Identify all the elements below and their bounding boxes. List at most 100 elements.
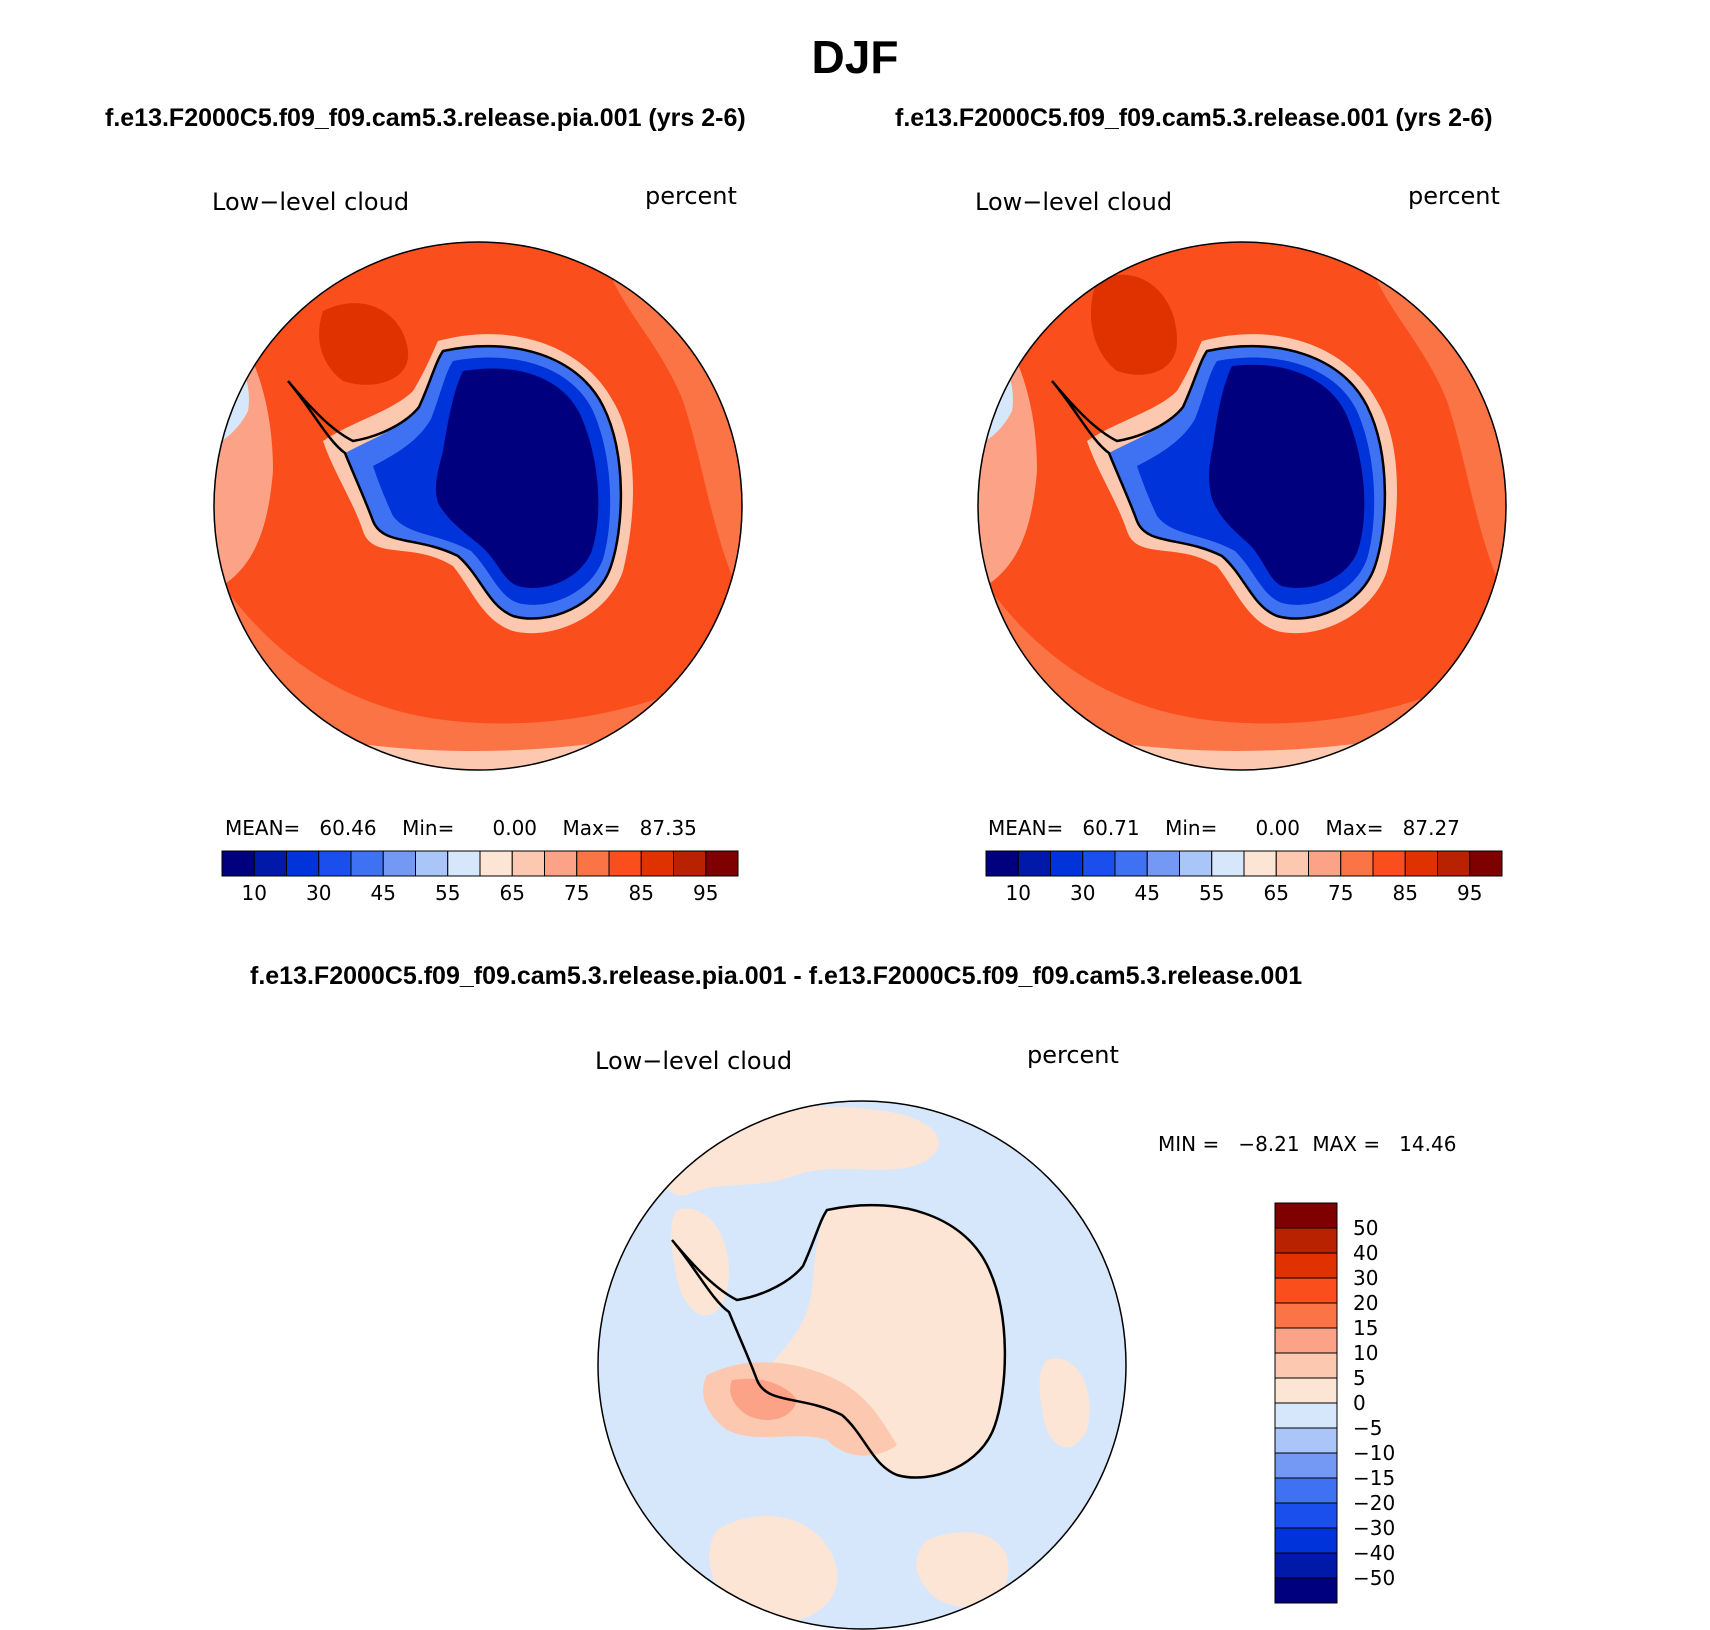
diff-units-label: percent bbox=[1027, 1041, 1119, 1069]
min-label: MIN = bbox=[1158, 1132, 1220, 1156]
panel-2-polar-map bbox=[977, 241, 1507, 771]
map-boundary bbox=[977, 241, 1507, 771]
diff-colorbar-tick-label-3: 20 bbox=[1353, 1291, 1378, 1315]
diff-positive-right bbox=[1039, 1358, 1090, 1448]
panel-2-colorbar: 10 30 45 55 65 75 85 95 bbox=[985, 850, 1503, 905]
diff-colorbar-swatch-8 bbox=[1274, 1402, 1338, 1429]
diff-colorbar-tick-label-1: 40 bbox=[1353, 1241, 1378, 1265]
panel-2-colorbar-swatch-6 bbox=[1179, 850, 1213, 877]
panel-2-colorbar-swatch-7 bbox=[1211, 850, 1245, 877]
max-value: 14.46 bbox=[1399, 1132, 1457, 1156]
panel-1-units-label: percent bbox=[645, 182, 737, 210]
diff-positive-antarctica bbox=[757, 1205, 1005, 1478]
diff-colorbar-swatch-4 bbox=[1274, 1302, 1338, 1329]
ocean-high-patch bbox=[1090, 274, 1177, 375]
panel-1-colorbar-swatch-10 bbox=[544, 850, 578, 877]
panel-1-colorbar-swatch-2 bbox=[286, 850, 320, 877]
map-boundary bbox=[213, 241, 743, 771]
panel-1-colorbar-tick-label-4: 65 bbox=[500, 881, 525, 905]
antarctica-interior bbox=[435, 368, 599, 588]
diff-colorbar-tick-label-14: −50 bbox=[1353, 1566, 1395, 1590]
diff-stats: MIN = −8.21 MAX = 14.46 bbox=[1158, 1132, 1456, 1156]
panel-1-colorbar-tick-label-3: 55 bbox=[435, 881, 460, 905]
ocean-band-outer bbox=[214, 571, 742, 770]
panel-2-colorbar-tick-label-4: 65 bbox=[1264, 881, 1289, 905]
panel-1-colorbar-swatch-15 bbox=[705, 850, 739, 877]
diff-colorbar-swatch-9 bbox=[1274, 1427, 1338, 1454]
mean-value: 60.46 bbox=[319, 816, 377, 840]
panel-1-case-title: f.e13.F2000C5.f09_f09.cam5.3.release.pia… bbox=[105, 104, 746, 132]
panel-2-colorbar-swatch-4 bbox=[1114, 850, 1148, 877]
max-label: MAX = bbox=[1312, 1132, 1381, 1156]
panel-2-colorbar-swatch-12 bbox=[1372, 850, 1406, 877]
diff-positive-bottom-right bbox=[916, 1532, 1009, 1607]
antarctica-coastline bbox=[1051, 344, 1387, 620]
min-value: 0.00 bbox=[492, 816, 538, 840]
panel-2-colorbar-tick-label-7: 95 bbox=[1457, 881, 1482, 905]
ocean-band-outer bbox=[978, 571, 1506, 770]
panel-1-colorbar-swatch-1 bbox=[253, 850, 287, 877]
diff-positive-weddell-core bbox=[730, 1378, 797, 1420]
diff-colorbar-swatch-5 bbox=[1274, 1327, 1338, 1354]
diff-colorbar-tick-label-13: −40 bbox=[1353, 1541, 1395, 1565]
panel-1-colorbar-swatch-6 bbox=[415, 850, 449, 877]
panel-2-colorbar-tick-label-3: 55 bbox=[1199, 881, 1224, 905]
panel-1-colorbar-swatch-3 bbox=[318, 850, 352, 877]
diff-colorbar-swatch-3 bbox=[1274, 1277, 1338, 1304]
diff-case-title: f.e13.F2000C5.f09_f09.cam5.3.release.pia… bbox=[250, 962, 1303, 990]
diff-colorbar-tick-label-9: −10 bbox=[1353, 1441, 1395, 1465]
panel-1-colorbar-tick-label-2: 45 bbox=[371, 881, 396, 905]
diff-colorbar-tick-label-10: −15 bbox=[1353, 1466, 1395, 1490]
panel-1-colorbar-swatch-13 bbox=[640, 850, 674, 877]
max-label: Max= bbox=[562, 816, 621, 840]
panel-2-colorbar-swatch-9 bbox=[1275, 850, 1309, 877]
panel-1-colorbar-swatch-4 bbox=[350, 850, 384, 877]
mean-label: MEAN= bbox=[225, 816, 301, 840]
diff-colorbar-swatch-15 bbox=[1274, 1577, 1338, 1604]
min-label: Min= bbox=[1165, 816, 1218, 840]
panel-2-colorbar-swatch-0 bbox=[985, 850, 1019, 877]
panel-2-colorbar-swatch-10 bbox=[1308, 850, 1342, 877]
panel-1-colorbar-tick-label-5: 75 bbox=[564, 881, 589, 905]
panel-1-colorbar-tick-label-0: 10 bbox=[242, 881, 267, 905]
diff-colorbar-tick-label-5: 10 bbox=[1353, 1341, 1378, 1365]
panel-2-colorbar-swatch-2 bbox=[1050, 850, 1084, 877]
min-value: 0.00 bbox=[1255, 816, 1301, 840]
diff-colorbar-tick-label-4: 15 bbox=[1353, 1316, 1378, 1340]
antarctica-coastline bbox=[671, 1203, 1007, 1479]
panel-2-colorbar-tick-label-0: 10 bbox=[1006, 881, 1031, 905]
panel-2-variable-label: Low−level cloud bbox=[975, 188, 1173, 216]
diff-colorbar-swatch-14 bbox=[1274, 1552, 1338, 1579]
diff-colorbar-tick-label-6: 5 bbox=[1353, 1366, 1366, 1390]
diff-colorbar-swatch-6 bbox=[1274, 1352, 1338, 1379]
panel-1-colorbar-swatch-11 bbox=[576, 850, 610, 877]
antarctica-interior bbox=[1209, 364, 1365, 588]
diff-colorbar-swatch-12 bbox=[1274, 1502, 1338, 1529]
panel-2-colorbar-tick-label-1: 30 bbox=[1070, 881, 1095, 905]
mean-label: MEAN= bbox=[988, 816, 1064, 840]
panel-1-polar-map bbox=[213, 241, 743, 771]
diff-colorbar-tick-label-8: −5 bbox=[1353, 1416, 1382, 1440]
diff-colorbar-tick-label-12: −30 bbox=[1353, 1516, 1395, 1540]
panel-2-colorbar-swatch-3 bbox=[1082, 850, 1116, 877]
panel-1-colorbar-tick-label-7: 95 bbox=[693, 881, 718, 905]
diff-colorbar-swatch-13 bbox=[1274, 1527, 1338, 1554]
panel-2-colorbar-swatch-5 bbox=[1146, 850, 1180, 877]
figure-title: DJF bbox=[811, 31, 899, 83]
diff-positive-bottom bbox=[709, 1515, 838, 1623]
max-value: 87.27 bbox=[1402, 816, 1460, 840]
panel-1-colorbar-swatch-14 bbox=[673, 850, 707, 877]
panel-1-colorbar-swatch-9 bbox=[511, 850, 545, 877]
panel-1-stats: MEAN= 60.46 Min= 0.00 Max= 87.35 bbox=[225, 816, 697, 840]
max-label: Max= bbox=[1325, 816, 1384, 840]
max-value: 87.35 bbox=[639, 816, 697, 840]
panel-1-colorbar-tick-label-1: 30 bbox=[306, 881, 331, 905]
panel-2-colorbar-swatch-1 bbox=[1017, 850, 1051, 877]
diff-colorbar-swatch-0 bbox=[1274, 1202, 1338, 1229]
ocean-high-patch bbox=[319, 303, 409, 385]
diff-colorbar-swatch-10 bbox=[1274, 1452, 1338, 1479]
min-label: Min= bbox=[402, 816, 455, 840]
diff-variable-label: Low−level cloud bbox=[595, 1047, 793, 1075]
panel-1-colorbar: 10 30 45 55 65 75 85 95 bbox=[221, 850, 739, 905]
